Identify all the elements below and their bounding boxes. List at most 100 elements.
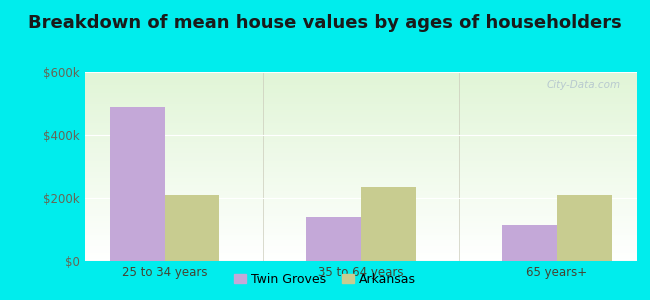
Bar <box>84 212 637 214</box>
Bar <box>84 142 637 144</box>
Bar <box>84 193 637 195</box>
Bar <box>84 184 637 185</box>
Bar <box>84 200 637 202</box>
Bar <box>84 104 637 106</box>
Bar <box>84 248 637 250</box>
Bar <box>84 202 637 204</box>
Bar <box>84 210 637 212</box>
Bar <box>84 208 637 210</box>
Bar <box>84 125 637 127</box>
Bar <box>84 180 637 182</box>
Bar <box>84 178 637 180</box>
Bar <box>84 106 637 108</box>
Bar <box>84 144 637 146</box>
Bar <box>84 185 637 187</box>
Bar <box>84 182 637 184</box>
Bar <box>84 91 637 93</box>
Bar <box>84 165 637 167</box>
Bar <box>84 119 637 121</box>
Bar <box>84 197 637 199</box>
Bar <box>84 233 637 235</box>
Bar <box>84 236 637 238</box>
Bar <box>502 225 557 261</box>
Bar <box>84 227 637 229</box>
Bar <box>84 242 637 244</box>
Bar <box>84 187 637 189</box>
Bar <box>84 127 637 129</box>
Bar <box>84 225 637 227</box>
Bar <box>84 221 637 223</box>
Bar <box>84 206 637 208</box>
Bar <box>84 170 637 172</box>
Bar <box>84 153 637 155</box>
Bar <box>84 114 637 116</box>
Bar <box>84 168 637 170</box>
Bar <box>84 240 637 242</box>
Bar <box>84 138 637 140</box>
Bar <box>84 140 637 142</box>
Bar <box>84 121 637 123</box>
Bar <box>84 85 637 87</box>
Bar <box>84 83 637 85</box>
Bar <box>84 161 637 163</box>
Bar <box>84 148 637 149</box>
Bar <box>84 72 637 74</box>
Bar <box>84 134 637 136</box>
Bar <box>84 219 637 221</box>
Bar <box>84 116 637 117</box>
Bar <box>84 98 637 100</box>
Bar <box>164 195 220 261</box>
Bar <box>84 218 637 219</box>
Bar <box>361 187 416 261</box>
Bar <box>84 250 637 251</box>
Bar <box>84 244 637 246</box>
Bar <box>84 231 637 233</box>
Bar <box>84 110 637 112</box>
Bar <box>84 76 637 78</box>
Bar <box>84 74 637 76</box>
Bar <box>84 214 637 216</box>
Bar <box>84 204 637 206</box>
Bar <box>84 172 637 174</box>
Bar <box>84 146 637 148</box>
Bar <box>84 176 637 178</box>
Bar <box>84 152 637 153</box>
Bar <box>84 149 637 152</box>
Bar <box>84 163 637 165</box>
Bar <box>557 195 612 261</box>
Bar <box>84 117 637 119</box>
Bar <box>84 87 637 89</box>
Bar <box>84 97 637 98</box>
Bar <box>84 238 637 240</box>
Bar <box>84 81 637 83</box>
Text: City-Data.com: City-Data.com <box>546 80 620 90</box>
Bar <box>84 174 637 176</box>
Bar <box>84 235 637 236</box>
Bar <box>84 78 637 80</box>
Bar <box>84 93 637 95</box>
Bar <box>84 108 637 110</box>
Bar <box>84 102 637 104</box>
Bar <box>84 133 637 134</box>
Bar <box>84 89 637 91</box>
Bar <box>84 100 637 102</box>
Bar <box>84 199 637 200</box>
Bar <box>84 157 637 159</box>
Text: Breakdown of mean house values by ages of householders: Breakdown of mean house values by ages o… <box>28 14 622 32</box>
Bar <box>110 106 164 261</box>
Bar <box>84 167 637 168</box>
Bar <box>84 136 637 138</box>
Bar <box>84 95 637 97</box>
Bar <box>84 129 637 130</box>
Bar <box>84 216 637 218</box>
Bar <box>84 80 637 81</box>
Bar <box>306 217 361 261</box>
Legend: Twin Groves, Arkansas: Twin Groves, Arkansas <box>229 268 421 291</box>
Bar <box>84 259 637 261</box>
Bar <box>84 223 637 225</box>
Bar <box>84 255 637 257</box>
Bar <box>84 251 637 253</box>
Bar <box>84 112 637 114</box>
Bar <box>84 159 637 161</box>
Bar <box>84 123 637 125</box>
